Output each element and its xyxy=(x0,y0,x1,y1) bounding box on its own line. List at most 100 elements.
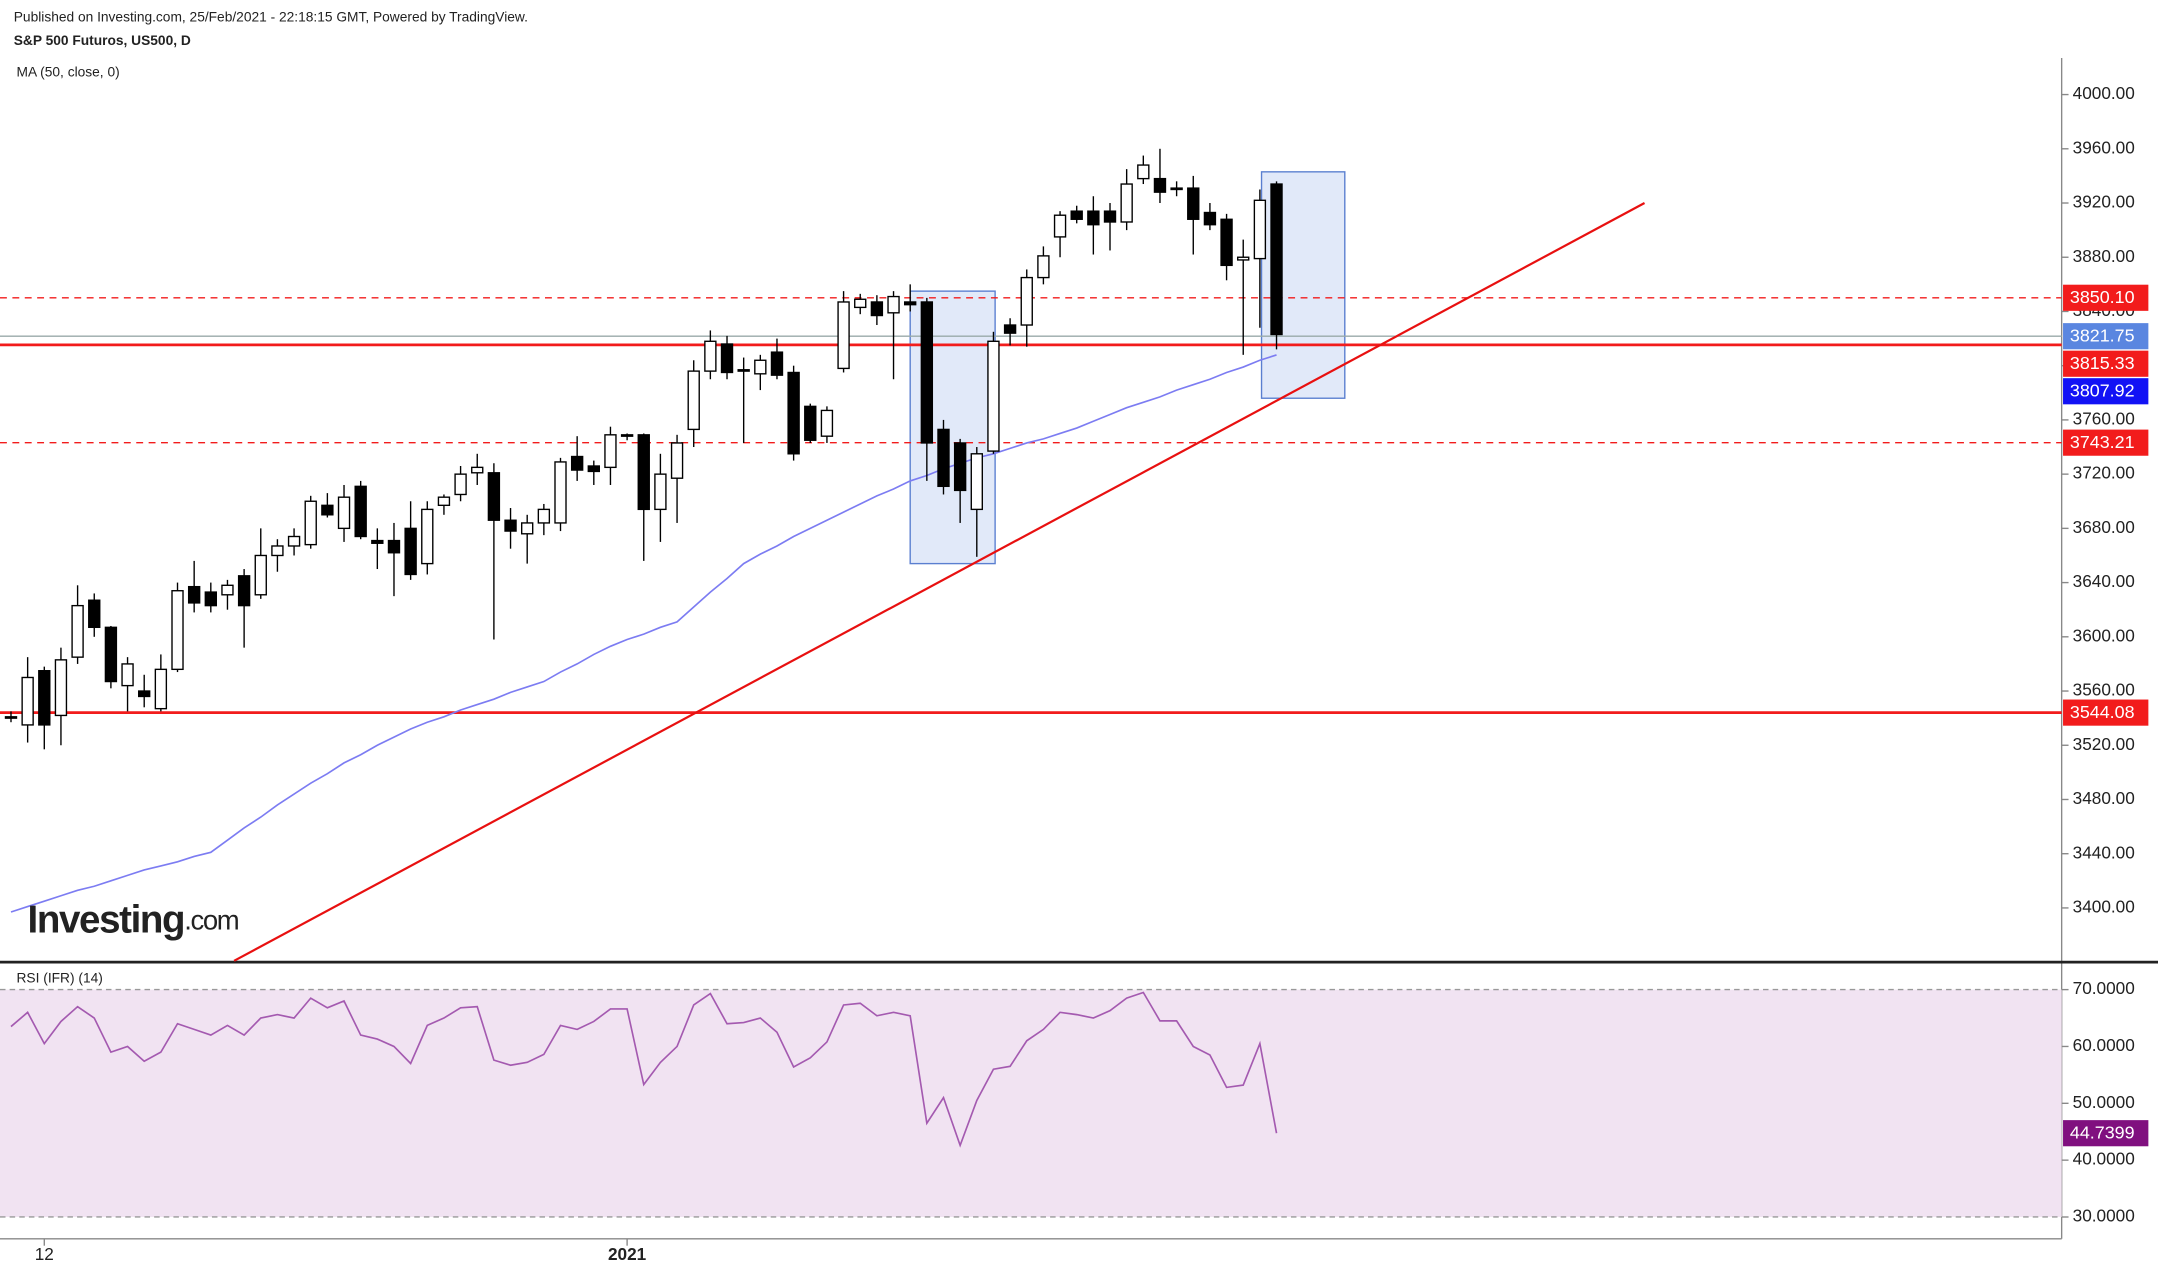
y-tick-label: 4000.00 xyxy=(2073,83,2135,103)
candle-body xyxy=(970,453,983,511)
candle-body xyxy=(720,343,734,374)
logo-main: Investing xyxy=(28,898,185,941)
candle-body xyxy=(837,301,850,370)
candle-body xyxy=(1270,183,1283,336)
candle-body xyxy=(254,554,267,596)
candle-body xyxy=(1103,210,1117,223)
y-tick-label: 30.0000 xyxy=(2073,1206,2135,1226)
candle-body xyxy=(920,301,934,444)
x-tick-label: 2021 xyxy=(608,1244,647,1264)
level-label-box xyxy=(2063,429,2149,456)
candle-body xyxy=(754,359,767,375)
level-label-box xyxy=(2063,699,2149,726)
candle-body xyxy=(620,434,634,437)
candle-body xyxy=(804,405,817,441)
candle-body xyxy=(1253,199,1267,260)
candle-body xyxy=(321,504,334,516)
candle-body xyxy=(1053,214,1067,238)
candle-body xyxy=(1087,210,1100,226)
candle-body xyxy=(21,676,34,726)
plot-layer: 3400.00 3440.00 3480.00 3520.00 3560.00 3600.… xyxy=(0,57,2158,1264)
candle-body xyxy=(1170,187,1183,191)
candle-body xyxy=(387,539,401,554)
candle-body xyxy=(737,369,750,372)
candle-body xyxy=(770,351,784,376)
candle-body xyxy=(521,522,534,535)
level-label: 3807.92 xyxy=(2070,381,2135,401)
candle-body xyxy=(903,301,917,306)
y-tick-label: 40.0000 xyxy=(2073,1149,2135,1169)
candle-body xyxy=(154,668,168,710)
candle-body xyxy=(487,472,501,521)
chart-title: S&P 500 Futuros, US500, D xyxy=(14,33,191,48)
candle-body xyxy=(987,340,1000,452)
candle-body xyxy=(1037,255,1050,279)
ma-legend: MA (50, close, 0) xyxy=(17,65,120,80)
logo: Investing.com xyxy=(28,898,239,941)
candle-body xyxy=(271,545,284,557)
candle-body xyxy=(504,519,517,532)
trend-line xyxy=(233,202,1646,962)
candle-body xyxy=(637,434,650,511)
candle-body xyxy=(554,461,567,524)
candle-body xyxy=(437,496,451,507)
candle-body xyxy=(670,442,684,479)
level-label-box xyxy=(2063,378,2149,405)
candle-body xyxy=(38,670,51,726)
candle-body xyxy=(887,295,900,314)
logo-suffix: .com xyxy=(184,905,239,936)
candle-body xyxy=(870,301,884,317)
y-tick-label: 3960.00 xyxy=(2073,137,2135,157)
y-tick-label: 3640.00 xyxy=(2073,571,2135,591)
y-tick-label: 60.0000 xyxy=(2073,1035,2135,1055)
y-tick-label: 50.0000 xyxy=(2073,1092,2135,1112)
candle-body xyxy=(204,591,218,607)
candle-body xyxy=(121,663,134,687)
ma-line xyxy=(10,354,1277,913)
candle-body xyxy=(337,496,351,530)
candle-body xyxy=(1003,324,1017,334)
candle-body xyxy=(1187,187,1200,220)
candle-body xyxy=(4,716,18,719)
candle-body xyxy=(1137,164,1150,180)
candle-body xyxy=(1153,177,1167,193)
y-tick-label: 70.0000 xyxy=(2073,978,2135,998)
y-tick-label: 3480.00 xyxy=(2073,788,2135,808)
candle-body xyxy=(471,466,484,474)
y-tick-label: 3560.00 xyxy=(2073,680,2135,700)
candle-body xyxy=(687,370,700,431)
level-label: 3815.33 xyxy=(2070,353,2135,373)
y-tick-label: 3760.00 xyxy=(2073,408,2135,428)
y-tick-label: 3720.00 xyxy=(2073,463,2135,483)
rsi-band xyxy=(0,989,2062,1217)
candle-body xyxy=(1220,218,1233,267)
candle-body xyxy=(187,585,201,604)
candle-body xyxy=(787,371,800,455)
y-tick-label: 3920.00 xyxy=(2073,192,2135,212)
candle-body xyxy=(421,508,434,565)
candle-body xyxy=(654,473,667,511)
candle-body xyxy=(454,473,467,496)
candle-body xyxy=(1237,256,1250,261)
candle-body xyxy=(304,500,317,546)
rsi-label: 44.7399 xyxy=(2070,1123,2135,1143)
candle-body xyxy=(570,455,584,471)
candle-body xyxy=(71,604,84,658)
x-tick-label: 12 xyxy=(35,1244,54,1264)
level-label-box xyxy=(2063,350,2149,377)
candle-body xyxy=(1070,210,1083,220)
candle-body xyxy=(404,527,417,576)
level-label: 3850.10 xyxy=(2070,287,2135,307)
candle-body xyxy=(854,298,867,309)
candle-body xyxy=(937,428,950,488)
candle-body xyxy=(371,539,384,544)
candle-body xyxy=(604,434,617,469)
candle-body xyxy=(704,340,717,372)
candle-body xyxy=(587,465,600,473)
rsi-label-box xyxy=(2063,1120,2149,1147)
y-tick-label: 3880.00 xyxy=(2073,246,2135,266)
candle-body xyxy=(287,535,301,547)
candle-body xyxy=(88,599,101,629)
y-tick-label: 3680.00 xyxy=(2073,517,2135,537)
candle-body xyxy=(537,508,551,524)
